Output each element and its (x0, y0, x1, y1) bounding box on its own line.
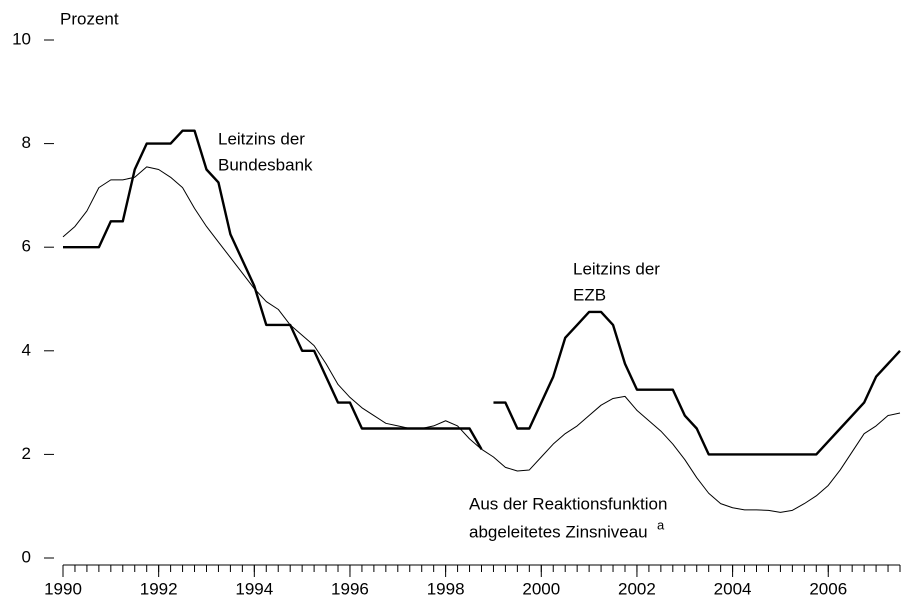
series-line (62, 166, 901, 513)
x-tick-label: 2000 (522, 579, 560, 598)
x-tick-label: 1996 (331, 579, 369, 598)
y-tick-label: 10 (12, 29, 31, 48)
annotation: Leitzins der (218, 129, 305, 148)
x-tick-label: 1990 (44, 579, 82, 598)
x-tick-label: 2002 (618, 579, 656, 598)
y-tick-label: 0 (22, 547, 31, 566)
annotation: Bundesbank (218, 155, 313, 174)
y-tick-label: 8 (22, 133, 31, 152)
annotation: abgeleitetes Zinsniveau (469, 522, 648, 541)
x-tick-label: 1998 (427, 579, 465, 598)
series-line (63, 129, 483, 450)
y-axis-label: Prozent (60, 9, 119, 28)
annotation: Leitzins der (573, 259, 660, 278)
annotation-footnote: a (657, 517, 665, 532)
x-tick-label: 1992 (140, 579, 178, 598)
x-tick-label: 2006 (809, 579, 847, 598)
x-tick-label: 1994 (235, 579, 273, 598)
series-line (493, 310, 901, 456)
annotation: Aus der Reaktionsfunktion (469, 494, 667, 513)
x-tick-label: 2004 (714, 579, 752, 598)
y-tick-label: 2 (22, 444, 31, 463)
y-tick-label: 6 (22, 237, 31, 256)
annotation: EZB (573, 285, 606, 304)
y-tick-label: 4 (22, 340, 31, 359)
